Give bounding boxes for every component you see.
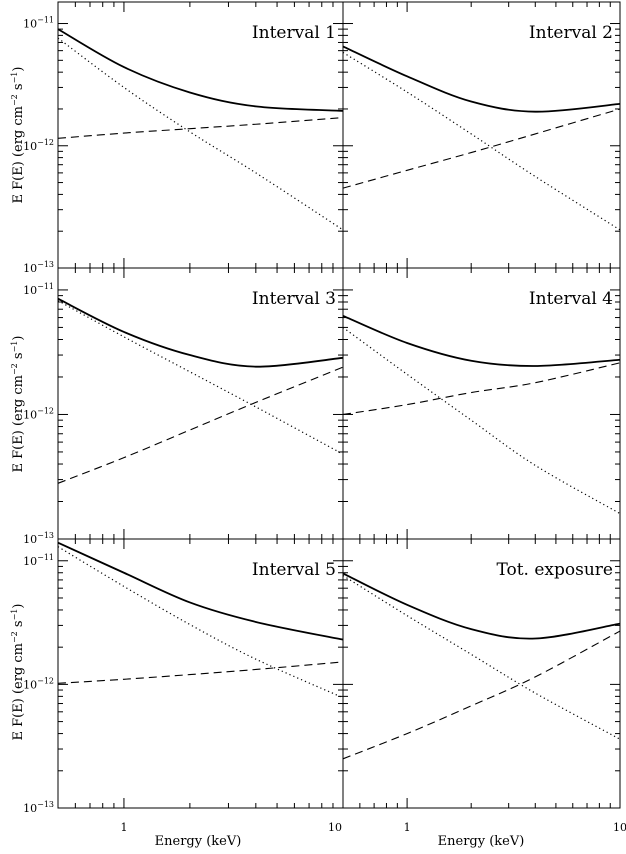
series-solid-line [342,314,621,367]
series-dashed-line [342,108,621,189]
panel-4: Interval 4 [342,267,621,540]
y-axis-label-row-1: E F(E) (erg cm−2 s−1) [10,67,26,204]
panel-1: 10−11 10−12 10−13 Interval 1 [23,1,344,275]
y-tick-label: 10−13 [23,800,54,815]
series-dashed-line [57,366,344,484]
series-dotted-line [342,574,621,740]
series-dotted-line [342,51,621,231]
y-tick-label: 10−13 [23,531,54,546]
panel-title: Interval 1 [252,23,336,43]
series-dotted-line [57,300,344,455]
x-tick-label: 1 [404,821,411,834]
panel-title: Interval 5 [252,560,336,580]
y-tick-label: 10−13 [23,260,54,275]
x-tick-label: 10 [328,821,342,834]
series-dashed-line [57,117,344,139]
panel-6: 1 10 Tot. exposure [342,538,626,834]
x-axis-label-right: Energy (keV) [438,834,525,849]
y-tick-label: 10−12 [23,676,54,691]
series-solid-line [57,541,344,641]
y-tick-label: 10−11 [23,282,54,297]
series-dotted-line [342,326,621,515]
panel-frame [342,538,621,809]
panel-title: Interval 2 [529,23,613,43]
y-axis-label-row-3: E F(E) (erg cm−2 s−1) [10,604,26,741]
series-dashed-line [342,630,621,760]
panels-group: 10−11 10−12 10−13 Interval 1 Interval 2 10−11… [23,1,626,834]
series-dotted-line [57,37,344,231]
panel-3: 10−11 10−12 10−13 Interval 3 [23,267,344,546]
x-tick-label: 10 [613,821,626,834]
panel-title: Tot. exposure [496,560,613,580]
y-tick-label: 10−12 [23,406,54,421]
panel-title: Interval 4 [529,289,613,309]
panel-5: 10−11 10−12 10−13 1 10 Interval 5 [23,538,344,834]
series-solid-line [57,28,344,112]
series-solid-line [342,45,621,113]
panel-2: Interval 2 [342,1,621,269]
y-tick-label: 10−12 [23,138,54,153]
x-tick-label: 1 [120,821,127,834]
y-tick-label: 10−11 [23,16,54,31]
series-solid-line [342,572,621,640]
y-axis-label-row-2: E F(E) (erg cm−2 s−1) [10,336,26,473]
panel-title: Interval 3 [252,289,336,309]
series-dashed-line [57,661,344,684]
y-tick-label: 10−11 [23,553,54,568]
series-solid-line [57,297,344,368]
series-dashed-line [342,362,621,416]
x-axis-label-left: Energy (keV) [155,834,242,849]
